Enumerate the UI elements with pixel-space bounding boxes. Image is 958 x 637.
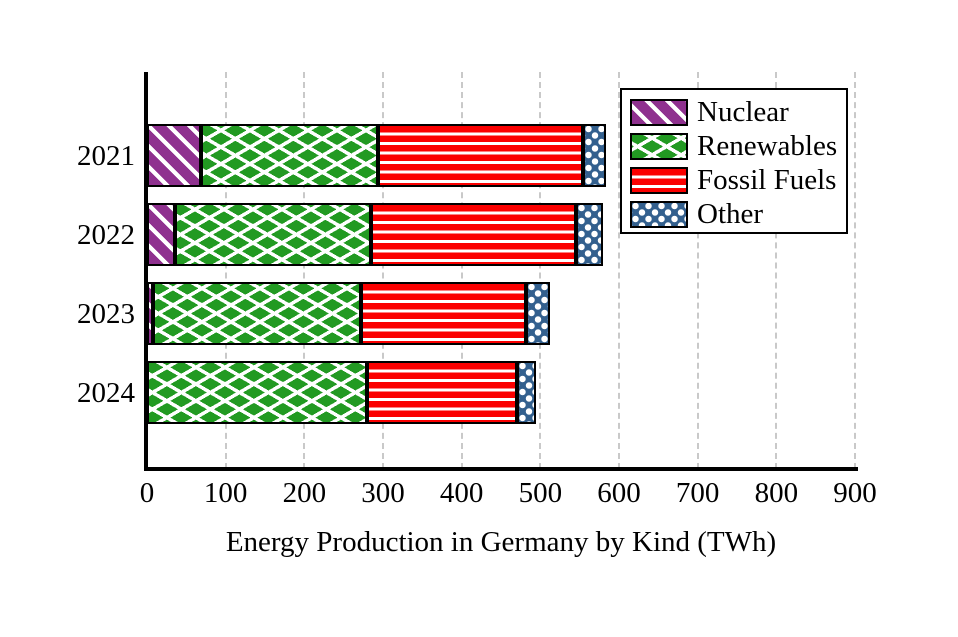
- gridline-300: [382, 72, 384, 469]
- x-tick-label-300: 300: [361, 477, 405, 509]
- bar-2021-segment-nuclear: [147, 124, 202, 187]
- y-tick-label-2022: 2022: [77, 218, 135, 251]
- x-tick-label-400: 400: [439, 477, 484, 509]
- bar-2022-segment-renewables: [174, 203, 372, 266]
- bar-2022-segment-nuclear: [147, 203, 175, 266]
- legend-label-nuclear: Nuclear: [697, 96, 789, 128]
- legend-item-renewables: Renewables: [630, 129, 838, 163]
- gridline-800: [775, 72, 778, 469]
- bar-2023-segment-renewables: [152, 282, 361, 345]
- y-tick-label-2021: 2021: [77, 139, 135, 172]
- bar-2021-segment-fossil-fuels: [378, 124, 583, 187]
- legend-item-fossil-fuels: Fossil Fuels: [630, 163, 838, 197]
- legend-swatch-nuclear: [630, 98, 688, 126]
- y-tick-label-2024: 2024: [77, 376, 135, 409]
- x-axis-spine: [144, 467, 858, 471]
- bar-2023-segment-fossil-fuels: [360, 282, 527, 345]
- legend-item-other: Other: [630, 197, 838, 231]
- bar-2023-segment-nuclear: [147, 282, 153, 345]
- x-axis-title: Energy Production in Germany by Kind (TW…: [225, 526, 777, 558]
- x-tick-label-600: 600: [597, 477, 641, 509]
- x-tick-label-200: 200: [282, 477, 327, 509]
- legend-label-other: Other: [697, 198, 764, 230]
- bar-2023-segment-other: [526, 282, 550, 345]
- legend-label-renewables: Renewables: [697, 130, 838, 162]
- y-tick-label-2023: 2023: [77, 297, 135, 330]
- legend-label-fossil-fuels: Fossil Fuels: [697, 164, 837, 196]
- gridline-500: [539, 72, 542, 469]
- gridline-100: [224, 72, 227, 469]
- legend-swatch-renewables: [630, 132, 688, 160]
- bar-2022-segment-other: [575, 203, 604, 266]
- x-tick-label-900: 900: [833, 477, 877, 509]
- bar-2021-segment-other: [582, 124, 607, 187]
- x-tick-label-100: 100: [203, 477, 248, 509]
- y-axis-spine: [144, 72, 148, 470]
- x-tick-label-800: 800: [754, 477, 799, 509]
- legend-swatch-fossil-fuels: [630, 166, 688, 194]
- gridline-700: [696, 72, 699, 469]
- x-tick-label-0: 0: [139, 477, 155, 509]
- bar-2024-segment-fossil-fuels: [367, 361, 517, 424]
- gridline-400: [460, 72, 463, 469]
- legend: Nuclear Renewables Fossil Fuels Other: [620, 88, 848, 234]
- bar-2024-segment-other: [516, 361, 537, 424]
- legend-item-nuclear: Nuclear: [630, 95, 838, 129]
- gridline-200: [303, 72, 306, 469]
- x-tick-label-700: 700: [675, 477, 720, 509]
- legend-swatch-other: [630, 200, 688, 228]
- bar-2022-segment-fossil-fuels: [371, 203, 576, 266]
- gridline-600: [618, 72, 620, 469]
- bar-2021-segment-renewables: [201, 124, 379, 187]
- gridline-900: [854, 72, 856, 469]
- bar-2024-segment-renewables: [147, 361, 368, 424]
- x-tick-label-500: 500: [518, 477, 563, 509]
